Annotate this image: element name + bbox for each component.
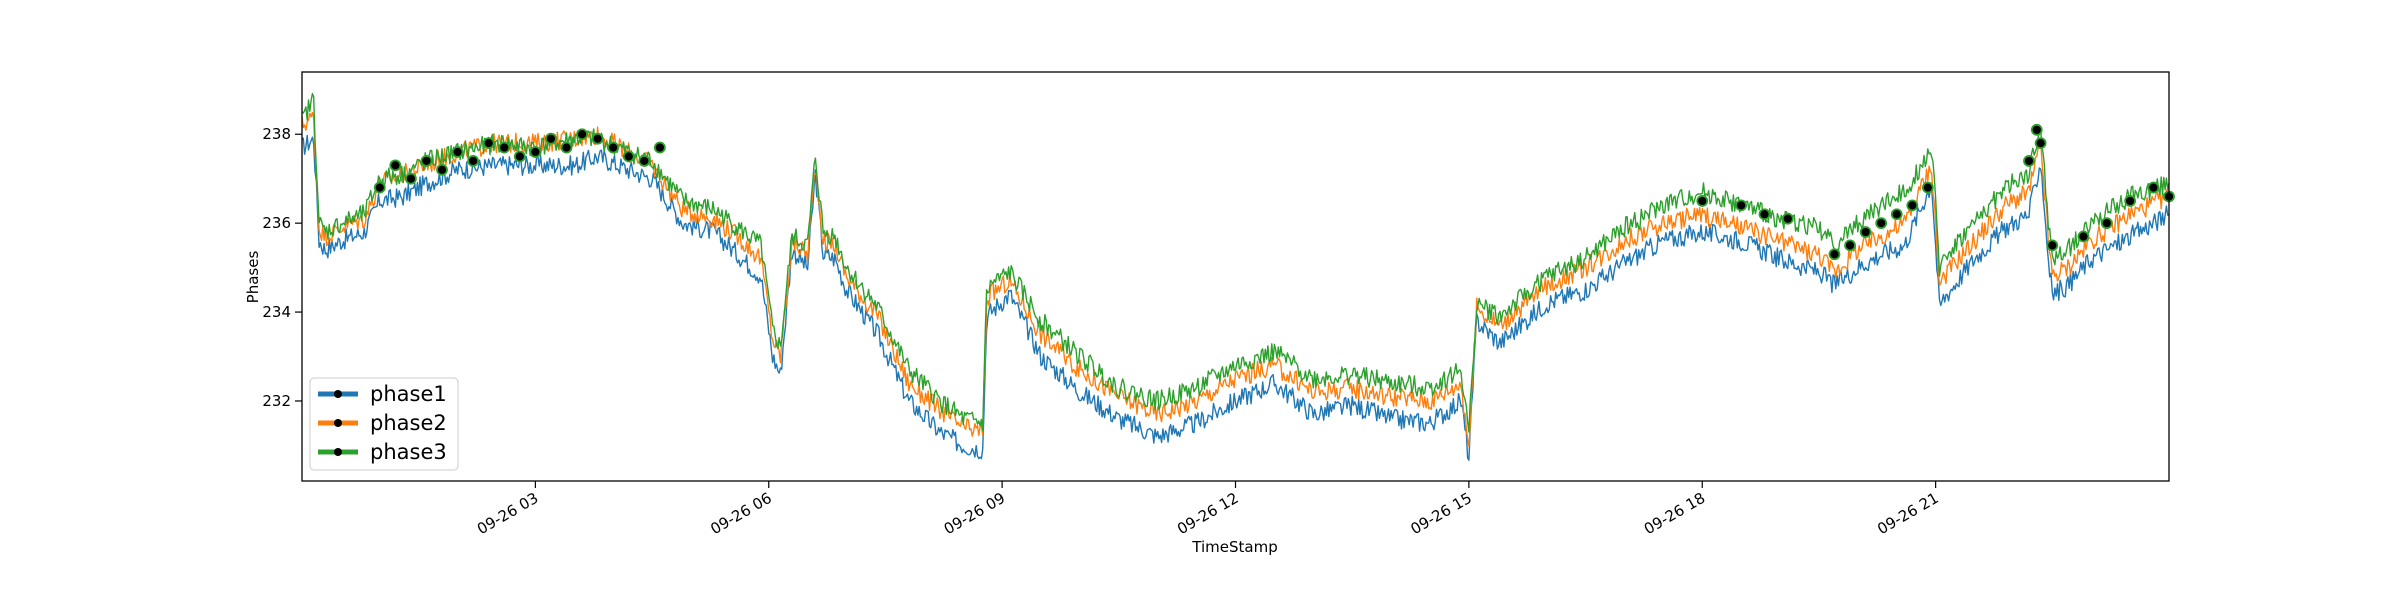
anomaly-marker	[405, 172, 417, 185]
anomaly-marker	[498, 141, 511, 154]
anomaly-marker	[1875, 217, 1888, 230]
anomaly-marker	[1844, 239, 1856, 252]
anomaly-marker	[1735, 199, 1748, 212]
anomaly-marker	[1781, 212, 1794, 225]
anomaly-marker	[576, 128, 588, 141]
anomaly-marker	[389, 159, 402, 172]
anomaly-marker	[1758, 208, 1771, 221]
x-axis-label: TimeStamp	[1191, 538, 1277, 556]
y-tick-label: 238	[262, 125, 291, 143]
anomaly-marker	[1906, 199, 1919, 212]
anomaly-marker	[607, 141, 620, 154]
x-tick-label: 09-26 06	[707, 489, 774, 538]
anomaly-marker	[451, 146, 464, 158]
anomaly-marker	[2023, 155, 2035, 167]
marker-layer	[373, 123, 2175, 261]
x-tick-label: 09-26 18	[1641, 489, 1708, 538]
x-axis: 09-26 03 09-26 06 09-26 09 09-26 12 09-26 15…	[474, 481, 1942, 538]
anomaly-marker	[638, 155, 651, 167]
legend-marker-phase1	[334, 390, 342, 398]
anomaly-marker	[420, 155, 433, 167]
anomaly-marker	[1890, 208, 1903, 221]
anomaly-marker	[1828, 248, 1841, 261]
legend-label-phase2: phase2	[370, 411, 447, 435]
series-line-phase2	[301, 111, 2170, 447]
anomaly-marker	[2100, 217, 2113, 230]
anomaly-marker	[373, 181, 386, 194]
series-line-phase1	[301, 134, 2170, 461]
anomaly-marker	[2077, 230, 2090, 243]
anomaly-marker	[622, 150, 635, 163]
x-tick-label: 09-26 03	[474, 489, 541, 538]
anomaly-marker	[1696, 195, 1709, 207]
y-axis: 232 234 236 238	[262, 125, 302, 410]
anomaly-marker	[2030, 123, 2043, 136]
x-tick-label: 09-26 15	[1407, 489, 1474, 538]
series-layer	[301, 92, 2170, 461]
anomaly-marker	[1921, 181, 1934, 194]
anomaly-marker	[591, 132, 604, 145]
y-tick-label: 234	[262, 303, 291, 321]
anomaly-marker	[2046, 239, 2059, 252]
legend-marker-phase2	[334, 419, 342, 427]
y-tick-label: 232	[262, 392, 291, 410]
legend-marker-phase3	[334, 448, 342, 456]
legend-box	[309, 377, 459, 471]
x-tick-label: 09-26 12	[1174, 489, 1241, 538]
y-tick-label: 236	[262, 214, 291, 232]
anomaly-marker	[653, 141, 666, 154]
x-tick-label: 09-26 21	[1874, 489, 1941, 538]
legend-label-phase1: phase1	[370, 382, 447, 406]
legend-label-phase3: phase3	[370, 440, 447, 464]
anomaly-marker	[467, 155, 480, 167]
anomaly-marker	[1859, 226, 1872, 238]
legend: phase1 phase2 phase3	[309, 377, 459, 471]
anomaly-marker	[2147, 181, 2160, 194]
y-axis-label: Phases	[244, 251, 262, 304]
anomaly-marker	[560, 141, 573, 154]
anomaly-marker	[513, 150, 526, 163]
anomaly-marker	[545, 132, 557, 145]
anomaly-marker	[436, 163, 448, 176]
anomaly-marker	[529, 146, 542, 158]
x-tick-label: 09-26 09	[941, 489, 1008, 538]
anomaly-marker	[2124, 195, 2137, 207]
anomaly-marker	[482, 137, 495, 150]
anomaly-marker	[2034, 137, 2047, 150]
